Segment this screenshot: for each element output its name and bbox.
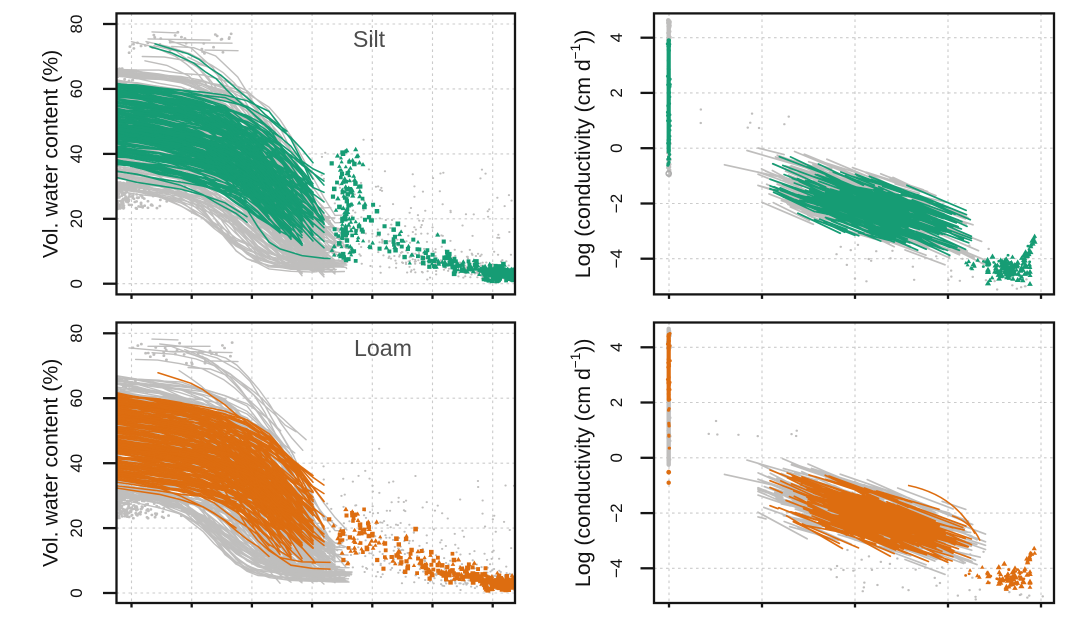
svg-text:4: 4 bbox=[607, 343, 626, 352]
svg-text:40: 40 bbox=[67, 144, 86, 163]
svg-text:Silt: Silt bbox=[353, 26, 386, 52]
svg-text:20: 20 bbox=[67, 209, 86, 228]
svg-text:Loam: Loam bbox=[354, 335, 412, 361]
svg-text:4: 4 bbox=[607, 33, 626, 42]
svg-text:0: 0 bbox=[67, 279, 86, 288]
svg-text:80: 80 bbox=[67, 15, 86, 34]
svg-text:60: 60 bbox=[67, 389, 86, 408]
svg-text:Log (conductivity (cm d−1)): Log (conductivity (cm d−1)) bbox=[568, 30, 595, 279]
svg-text:0: 0 bbox=[67, 588, 86, 597]
svg-text:Vol. water content (%): Vol. water content (%) bbox=[39, 359, 63, 567]
svg-text:−2: −2 bbox=[607, 194, 626, 213]
svg-text:Vol. water content (%): Vol. water content (%) bbox=[39, 50, 63, 258]
svg-text:40: 40 bbox=[67, 454, 86, 473]
svg-text:−4: −4 bbox=[607, 249, 626, 268]
svg-text:0: 0 bbox=[607, 143, 626, 152]
svg-text:2: 2 bbox=[607, 398, 626, 407]
svg-text:0: 0 bbox=[607, 453, 626, 462]
svg-text:2: 2 bbox=[607, 88, 626, 97]
svg-text:−2: −2 bbox=[607, 503, 626, 522]
svg-text:20: 20 bbox=[67, 519, 86, 538]
svg-text:80: 80 bbox=[67, 324, 86, 343]
svg-text:Log (conductivity (cm d−1)): Log (conductivity (cm d−1)) bbox=[568, 339, 595, 588]
svg-text:60: 60 bbox=[67, 79, 86, 98]
svg-text:−4: −4 bbox=[607, 559, 626, 578]
